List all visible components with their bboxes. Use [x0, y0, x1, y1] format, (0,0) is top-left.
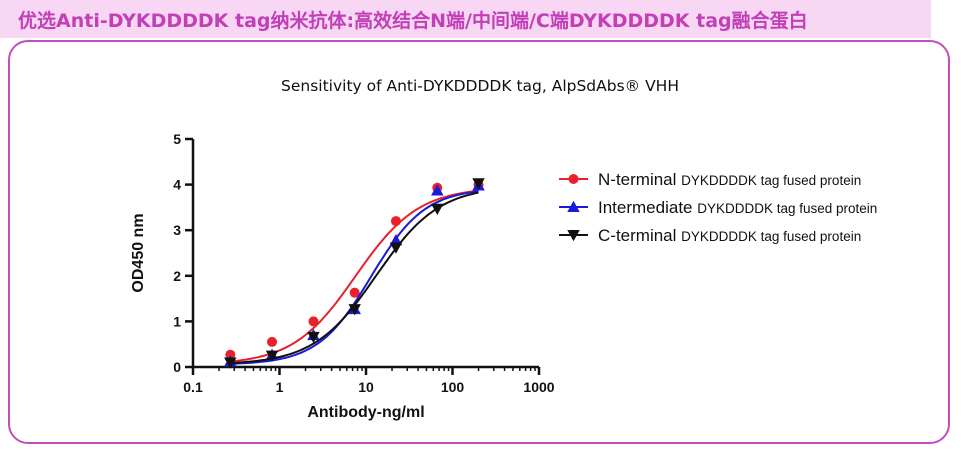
legend-label: N-terminal DYKDDDDK tag fused protein: [598, 170, 861, 189]
data-point: [265, 350, 279, 362]
legend-marker: [568, 174, 579, 184]
data-point: [389, 233, 403, 246]
chart-title: Sensitivity of Anti-DYKDDDDK tag, AlpSdA…: [281, 77, 679, 95]
legend-series-suffix: DYKDDDDK tag fused protein: [681, 173, 861, 188]
data-point: [472, 178, 485, 190]
banner-title: 优选Anti-DYKDDDDK tag纳米抗体:高效结合N端/中间端/C端DYK…: [18, 10, 808, 32]
x-tick-label: 10: [358, 379, 374, 395]
data-point: [307, 331, 320, 344]
legend-series-suffix: DYKDDDDK tag fused protein: [697, 201, 877, 216]
x-tick-label: 0.1: [183, 379, 203, 395]
data-point: [389, 242, 403, 254]
data-point: [348, 304, 361, 316]
y-tick-label: 0: [173, 359, 181, 375]
data-point: [349, 287, 360, 298]
data-point: [308, 316, 319, 327]
legend-label: Intermediate DYKDDDDK tag fused protein: [598, 198, 877, 217]
data-point: [390, 216, 401, 227]
legend-label: C-terminal DYKDDDDK tag fused protein: [598, 226, 861, 245]
legend-marker: [567, 230, 580, 242]
banner: 优选Anti-DYKDDDDK tag纳米抗体:高效结合N端/中间端/C端DYK…: [0, 0, 931, 38]
legend-marker: [567, 200, 580, 212]
x-axis-label: Antibody-ng/ml: [307, 404, 424, 421]
y-tick-label: 5: [173, 131, 181, 147]
x-tick-label: 100: [441, 379, 465, 395]
x-tick-label: 1: [276, 379, 284, 395]
legend-series-name: N-terminal: [598, 170, 681, 189]
y-tick-label: 3: [173, 222, 181, 238]
data-point: [224, 357, 237, 369]
data-point: [431, 203, 444, 216]
y-tick-label: 1: [173, 313, 181, 329]
data-point: [225, 349, 236, 360]
y-tick-label: 2: [173, 268, 181, 284]
legend-series-name: C-terminal: [598, 226, 681, 245]
data-point: [431, 184, 444, 196]
data-point: [267, 336, 278, 347]
y-axis-label: OD450 nm: [130, 213, 147, 292]
chart-card: [8, 40, 950, 444]
legend-series-suffix: DYKDDDDK tag fused protein: [681, 229, 861, 244]
x-tick-label: 1000: [523, 379, 554, 395]
fit-curve-n-terminal: [230, 189, 479, 363]
legend-series-name: Intermediate: [598, 198, 697, 217]
y-tick-label: 4: [173, 177, 181, 193]
